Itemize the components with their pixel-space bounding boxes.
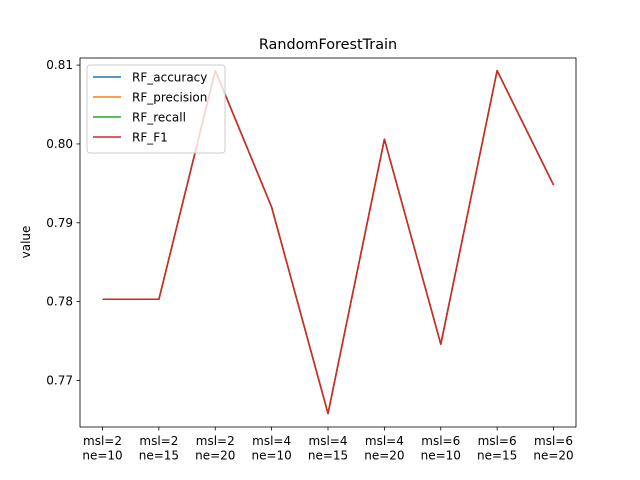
y-tick-label: 0.80 <box>46 137 73 151</box>
y-tick-label: 0.81 <box>46 58 73 72</box>
series-line-rf-f1 <box>102 69 555 415</box>
x-tick-label-line: ne=10 <box>82 449 122 463</box>
x-tick-label-line: ne=20 <box>195 449 235 463</box>
x-tick-label: msl=6 ne=20 <box>533 434 573 463</box>
y-axis-label: value <box>19 226 33 259</box>
x-tick-label-line: msl=6 <box>534 434 573 448</box>
y-tick-label: 0.79 <box>46 216 73 230</box>
x-tick-label-line: msl=6 <box>421 434 460 448</box>
x-tick-label-line: ne=20 <box>364 449 404 463</box>
x-tick-label: msl=4 ne=10 <box>251 434 291 463</box>
x-tick-label: msl=2 ne=10 <box>82 434 122 463</box>
x-tick-label: msl=4 ne=15 <box>308 434 348 463</box>
x-tick-label-line: msl=4 <box>309 434 348 448</box>
legend-label: RF_accuracy <box>132 71 207 85</box>
legend-box <box>86 64 226 154</box>
x-tick-label: msl=4 ne=20 <box>364 434 404 463</box>
x-tick-label-line: ne=20 <box>533 449 573 463</box>
x-tick-label-line: ne=10 <box>251 449 291 463</box>
y-tick-label: 0.78 <box>46 295 73 309</box>
x-tick-label-line: ne=15 <box>139 449 179 463</box>
legend-label: RF_F1 <box>132 131 168 145</box>
x-tick-label-line: msl=4 <box>365 434 404 448</box>
legend-label: RF_recall <box>132 111 186 125</box>
legend-label: RF_precision <box>132 91 207 105</box>
x-tick-label-line: msl=4 <box>252 434 291 448</box>
y-tick-label: 0.77 <box>46 373 73 387</box>
x-tick-label: msl=2 ne=20 <box>195 434 235 463</box>
x-tick-label: msl=6 ne=15 <box>477 434 517 463</box>
legend: RF_accuracy RF_precision RF_recall RF_F1 <box>86 64 226 154</box>
x-tick-label: msl=2 ne=15 <box>139 434 179 463</box>
x-tick-label-line: ne=15 <box>477 449 517 463</box>
x-tick-label-line: msl=2 <box>83 434 122 448</box>
chart-title: RandomForestTrain <box>259 37 397 53</box>
x-tick-label-line: ne=15 <box>308 449 348 463</box>
x-tick-label-line: msl=6 <box>478 434 517 448</box>
x-tick-label-line: msl=2 <box>139 434 178 448</box>
x-tick-label-line: msl=2 <box>196 434 235 448</box>
x-tick-label: msl=6 ne=10 <box>421 434 461 463</box>
x-tick-label-line: ne=10 <box>421 449 461 463</box>
